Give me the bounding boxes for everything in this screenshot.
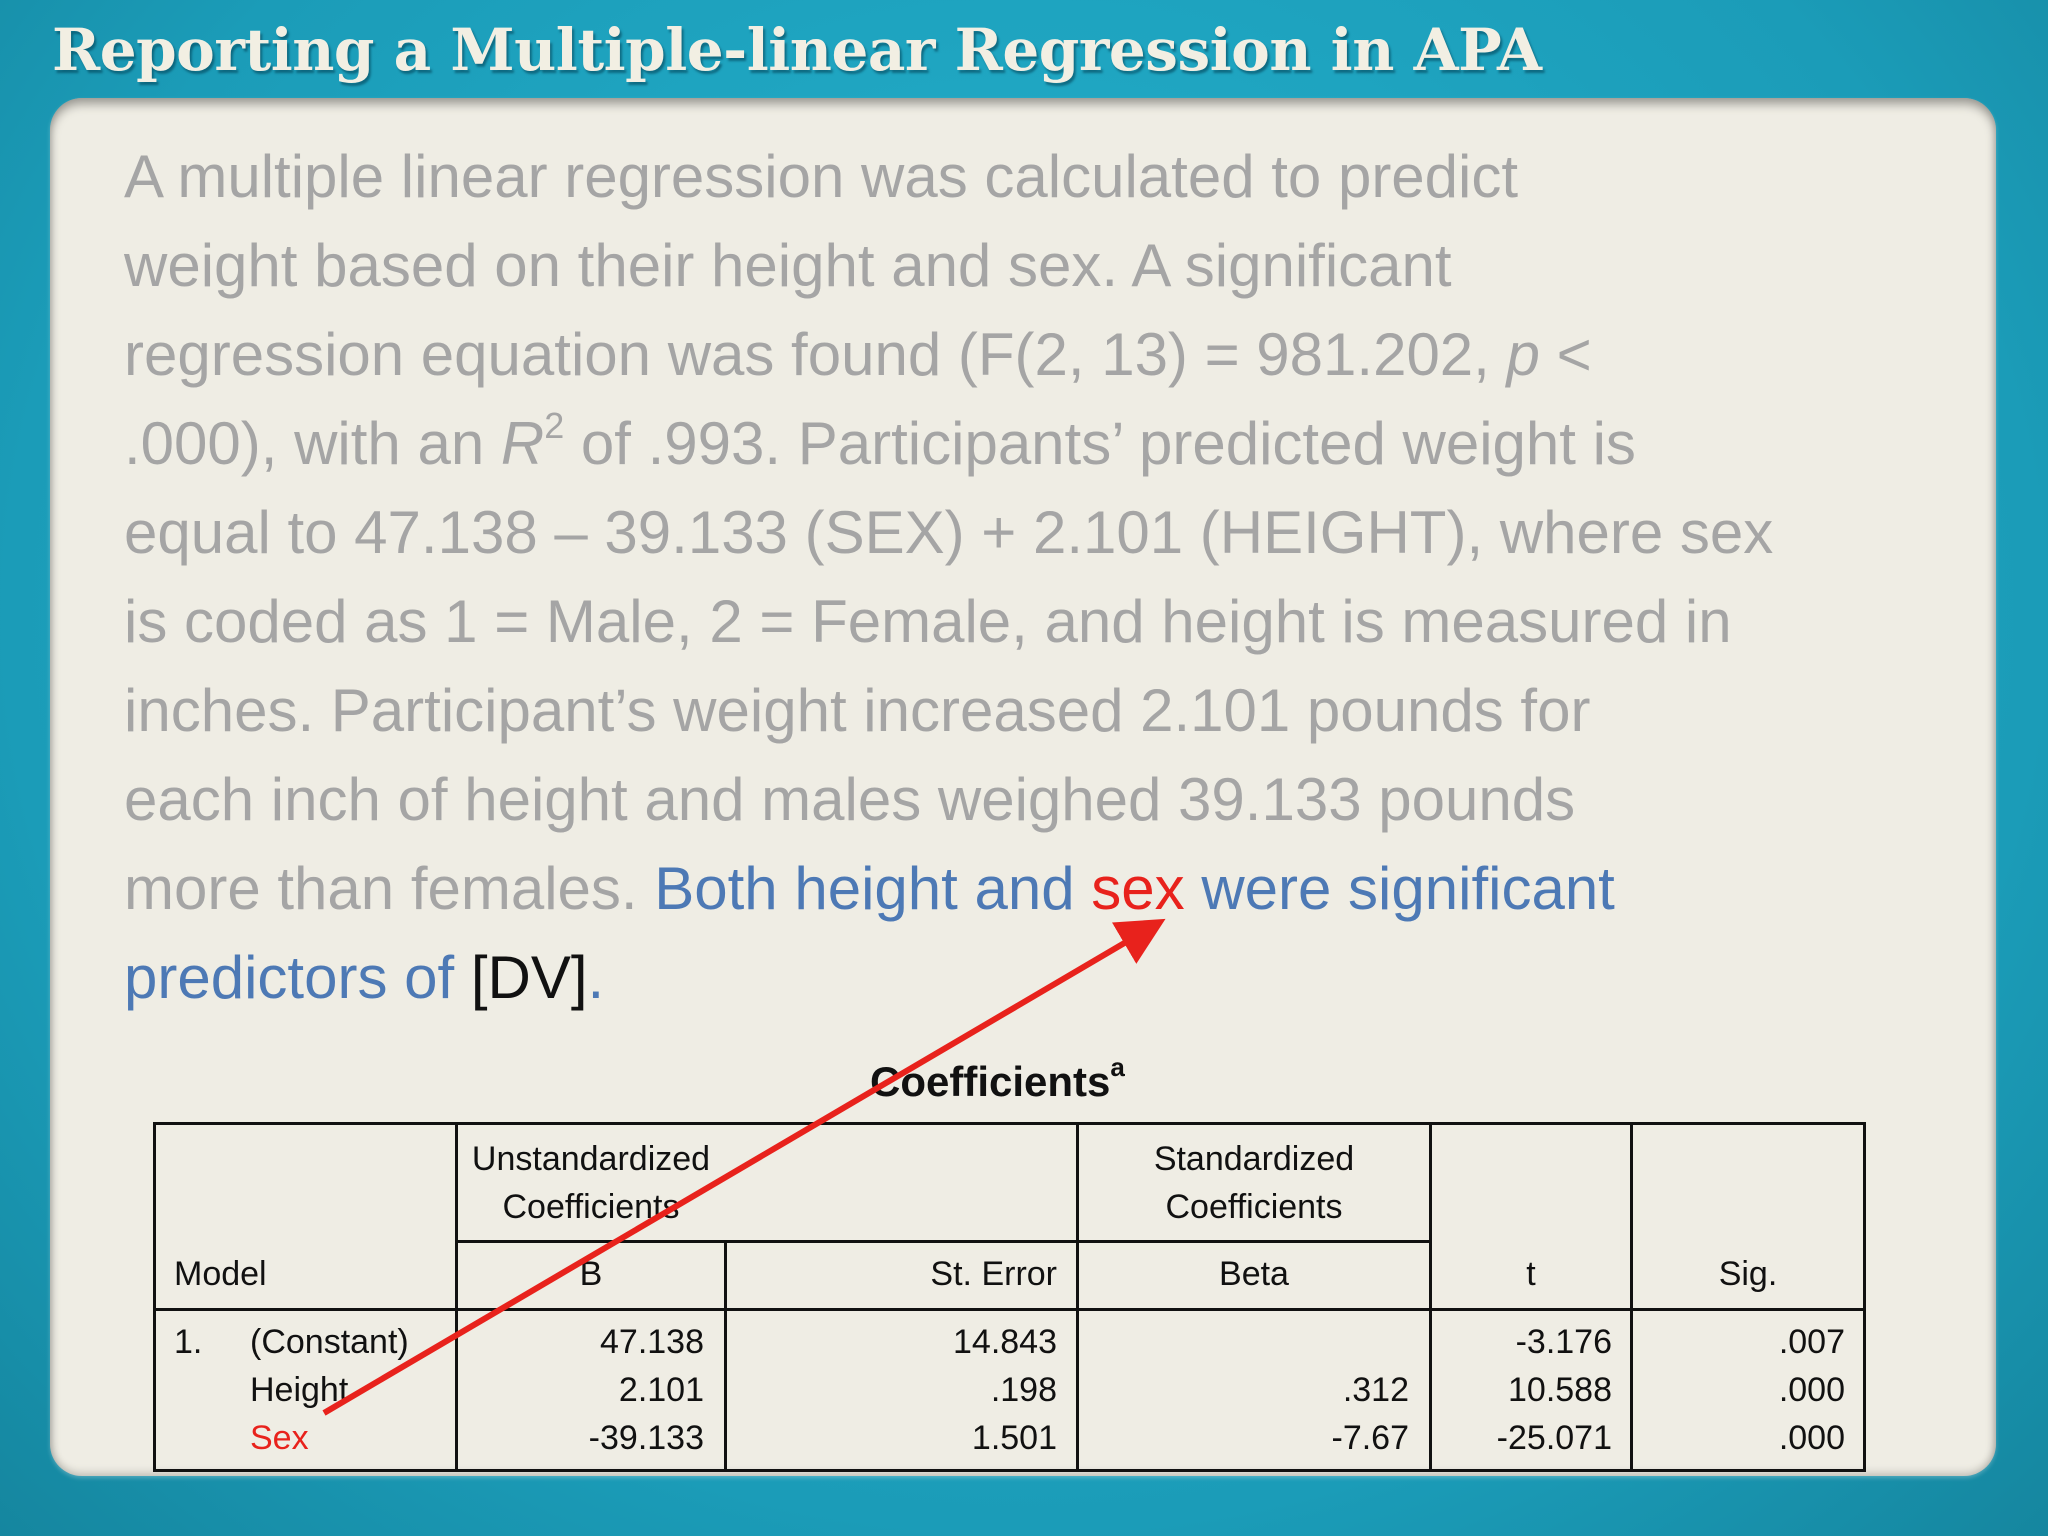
cell-se: 14.843 xyxy=(953,1323,1057,1361)
header-text: Standardized xyxy=(1153,1140,1355,1178)
header-b: B xyxy=(579,1255,603,1293)
paragraph-text: more than females. xyxy=(124,855,655,922)
model-number: 1. xyxy=(174,1323,203,1361)
header-beta: Beta xyxy=(1219,1255,1289,1293)
header-text: Coefficients xyxy=(502,1188,680,1226)
row-label-sex: Sex xyxy=(250,1419,309,1457)
paragraph-line: A multiple linear regression was calcula… xyxy=(124,143,1519,210)
table-divider xyxy=(1630,1125,1633,1469)
cell-t: -25.071 xyxy=(1496,1419,1612,1457)
highlight-blue-text: predictors of xyxy=(124,944,471,1011)
header-text: Coefficients xyxy=(1165,1188,1343,1226)
cell-sig: .007 xyxy=(1778,1323,1845,1361)
highlight-sex-text: sex xyxy=(1091,855,1185,922)
table-title-text: Coefficients xyxy=(870,1058,1111,1105)
r-symbol: R xyxy=(500,410,545,477)
cell-t: 10.588 xyxy=(1508,1371,1612,1409)
table-divider xyxy=(1429,1125,1432,1469)
table-title: Coefficientsa xyxy=(870,1054,1125,1110)
table-title-superscript: a xyxy=(1110,1052,1125,1082)
paragraph-text: of .993. Participants’ predicted weight … xyxy=(564,410,1636,477)
paragraph-text: regression equation was found (F(2, 13) … xyxy=(124,321,1507,388)
highlight-blue-text: were significant xyxy=(1184,855,1615,922)
paragraph-line: predictors of [DV]. xyxy=(124,933,1944,1022)
header-standardized: Standardized Coefficients xyxy=(1079,1135,1429,1231)
paragraph-line: .000), with an R2 of .993. Participants’… xyxy=(124,399,1944,488)
r-squared-superscript: 2 xyxy=(544,405,565,446)
table-divider xyxy=(455,1240,1429,1243)
coefficients-table: Unstandardized Coefficients Standardized C… xyxy=(153,1122,1866,1472)
paragraph-text: .000), with an xyxy=(124,410,501,477)
p-symbol: p xyxy=(1506,321,1540,388)
paragraph-text: < xyxy=(1539,321,1592,388)
cell-b: -39.133 xyxy=(588,1419,704,1457)
paragraph-line: weight based on their height and sex. A … xyxy=(124,232,1452,299)
header-t: t xyxy=(1526,1255,1536,1293)
cell-b: 47.138 xyxy=(600,1323,704,1361)
header-sig: Sig. xyxy=(1718,1255,1778,1293)
row-label: (Constant) xyxy=(250,1323,409,1361)
cell-se: .198 xyxy=(990,1371,1057,1409)
cell-sig: .000 xyxy=(1778,1419,1845,1457)
header-model: Model xyxy=(174,1255,267,1293)
paragraph-line: more than females. Both height and sex w… xyxy=(124,844,1944,933)
dv-placeholder: [DV] xyxy=(470,944,588,1011)
cell-se: 1.501 xyxy=(971,1419,1057,1457)
paragraph-line: is coded as 1 = Male, 2 = Female, and he… xyxy=(124,588,1732,655)
cell-t: -3.176 xyxy=(1515,1323,1612,1361)
paragraph-line: regression equation was found (F(2, 13) … xyxy=(124,310,1944,399)
cell-sig: .000 xyxy=(1778,1371,1845,1409)
highlight-blue-text: Both height and xyxy=(654,855,1092,922)
paragraph-line: equal to 47.138 – 39.133 (SEX) + 2.101 (… xyxy=(124,499,1774,566)
header-text: Unstandardized xyxy=(471,1140,711,1178)
slide-title: Reporting a Multiple-linear Regression i… xyxy=(52,16,1542,84)
apa-paragraph: A multiple linear regression was calcula… xyxy=(124,132,1944,1022)
paragraph-line: inches. Participant’s weight increased 2… xyxy=(124,677,1591,744)
row-label: Height xyxy=(250,1371,349,1409)
cell-beta: .312 xyxy=(1342,1371,1409,1409)
header-st-error: St. Error xyxy=(930,1255,1057,1293)
highlight-blue-text: . xyxy=(587,944,605,1011)
table-divider xyxy=(156,1308,1863,1311)
cell-b: 2.101 xyxy=(618,1371,704,1409)
paragraph-line: each inch of height and males weighed 39… xyxy=(124,766,1576,833)
header-unstandardized: Unstandardized Coefficients xyxy=(458,1135,724,1231)
cell-beta: -7.67 xyxy=(1331,1419,1410,1457)
